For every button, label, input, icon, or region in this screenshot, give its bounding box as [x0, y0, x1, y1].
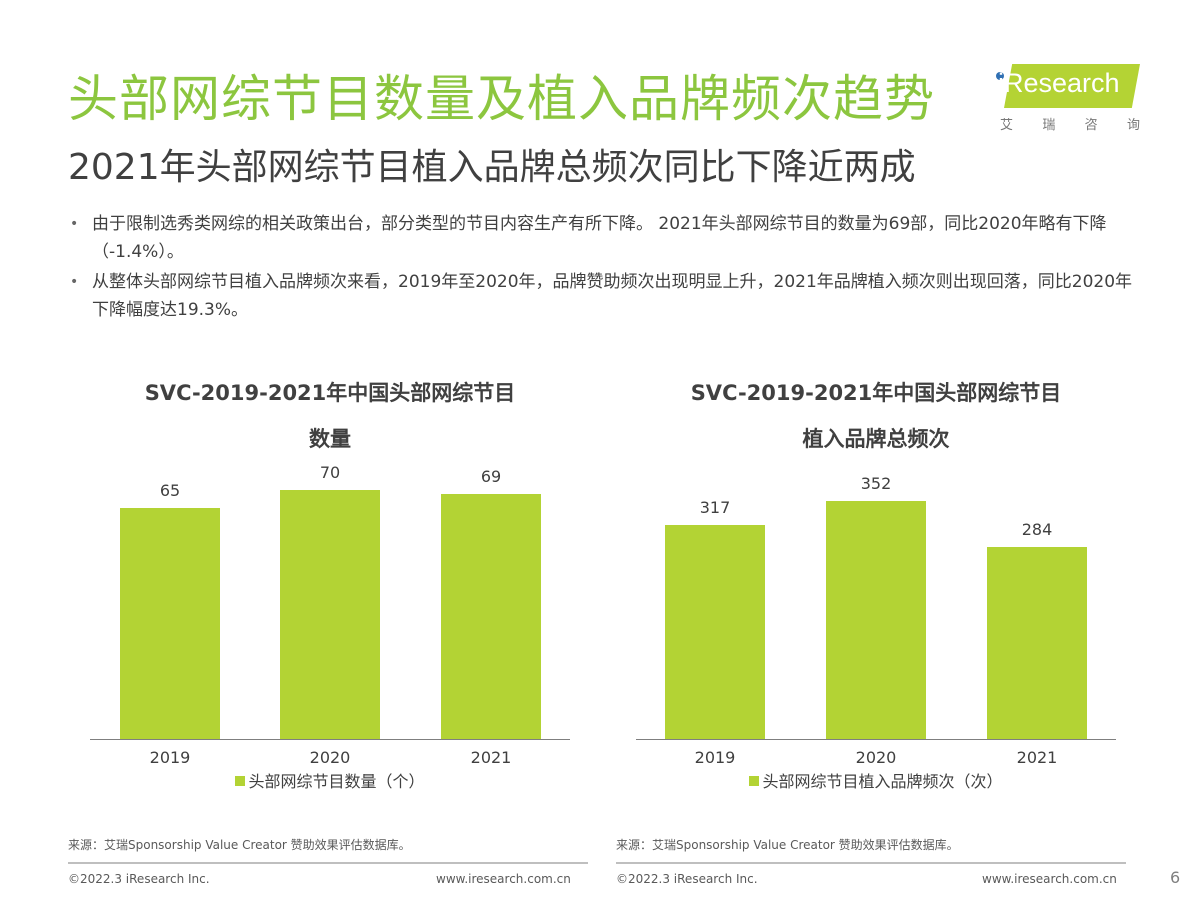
footer-divider [68, 862, 588, 864]
bar-value-label: 352 [860, 474, 892, 493]
x-axis-labels: 2019 2020 2021 [636, 748, 1116, 772]
bar-value-label: 317 [699, 498, 731, 517]
legend-swatch-icon [235, 776, 246, 786]
legend-swatch-icon [749, 776, 760, 786]
source-note-left: 来源：艾瑞Sponsorship Value Creator 赞助效果评估数据库… [68, 838, 411, 852]
x-tick-label: 2019 [694, 748, 736, 767]
x-axis-line [636, 739, 1116, 740]
x-tick-label: 2021 [470, 748, 512, 767]
x-tick-label: 2021 [1016, 748, 1058, 767]
chart-title-line: SVC-2019-2021年中国头部网综节目 [144, 381, 516, 405]
website-link-left[interactable]: www.iresearch.com.cn [436, 872, 571, 886]
bar [280, 490, 380, 739]
chart-title-line: 数量 [309, 427, 351, 451]
chart-title: SVC-2019-2021年中国头部网综节目 植入品牌总频次 [636, 370, 1116, 462]
bar [987, 547, 1087, 739]
bar [826, 501, 926, 739]
plot-area: 317 352 284 [636, 470, 1116, 740]
footer-divider [616, 862, 1126, 864]
page-title: 头部网综节目数量及植入品牌频次趋势 [68, 70, 935, 128]
bar-group: 69 [441, 467, 541, 739]
logo-background [1004, 64, 1140, 108]
logo-char: 艾 [1000, 118, 1014, 133]
logo-brand-text: iResearch [998, 68, 1120, 98]
bullet-item: 由于限制选秀类网综的相关政策出台，部分类型的节目内容生产有所下降。 2021年头… [68, 210, 1148, 266]
chart-legend: 头部网综节目数量（个） [90, 768, 570, 792]
logo-char: 瑞 [1042, 118, 1056, 133]
chart-legend: 头部网综节目植入品牌频次（次） [636, 768, 1116, 792]
page-subtitle: 2021年头部网综节目植入品牌总频次同比下降近两成 [68, 147, 916, 188]
logo-chinese-name: 艾 瑞 咨 询 [1000, 114, 1140, 133]
chart-title: SVC-2019-2021年中国头部网综节目 数量 [90, 370, 570, 462]
x-axis-line [90, 739, 570, 740]
copyright-left: ©2022.3 iResearch Inc. [68, 872, 210, 886]
bullet-item: 从整体头部网综节目植入品牌频次来看，2019年至2020年，品牌赞助频次出现明显… [68, 268, 1148, 324]
bar-group: 352 [826, 474, 926, 739]
bar-value-label: 284 [1021, 520, 1053, 539]
bar-value-label: 70 [319, 463, 341, 482]
logo-char: 咨 [1084, 118, 1098, 133]
page-number: 6 [1170, 868, 1181, 887]
logo-char: 询 [1126, 118, 1140, 133]
logo-dot-icon [996, 72, 1004, 80]
chart-title-line: 植入品牌总频次 [802, 427, 950, 451]
x-tick-label: 2020 [855, 748, 897, 767]
iresearch-logo: iResearch 艾 瑞 咨 询 [990, 62, 1150, 142]
legend-label: 头部网综节目植入品牌频次（次） [762, 772, 1003, 791]
x-axis-labels: 2019 2020 2021 [90, 748, 570, 772]
bar-group: 317 [665, 498, 765, 739]
bar-value-label: 69 [480, 467, 502, 486]
bullet-list: 由于限制选秀类网综的相关政策出台，部分类型的节目内容生产有所下降。 2021年头… [68, 210, 1148, 326]
chart-program-count: SVC-2019-2021年中国头部网综节目 数量 65 70 69 2019 … [90, 370, 570, 800]
bar-group: 284 [987, 520, 1087, 739]
bar [441, 494, 541, 739]
plot-area: 65 70 69 [90, 463, 570, 740]
chart-brand-frequency: SVC-2019-2021年中国头部网综节目 植入品牌总频次 317 352 2… [636, 370, 1116, 800]
x-tick-label: 2020 [309, 748, 351, 767]
copyright-right: ©2022.3 iResearch Inc. [616, 872, 758, 886]
bar-group: 65 [120, 481, 220, 739]
bar [665, 525, 765, 739]
bar-group: 70 [280, 463, 380, 739]
bar [120, 508, 220, 739]
x-tick-label: 2019 [149, 748, 191, 767]
chart-title-line: SVC-2019-2021年中国头部网综节目 [690, 381, 1062, 405]
website-link-right[interactable]: www.iresearch.com.cn [982, 872, 1117, 886]
bar-value-label: 65 [159, 481, 181, 500]
legend-label: 头部网综节目数量（个） [248, 772, 425, 791]
source-note-right: 来源：艾瑞Sponsorship Value Creator 赞助效果评估数据库… [616, 838, 959, 852]
